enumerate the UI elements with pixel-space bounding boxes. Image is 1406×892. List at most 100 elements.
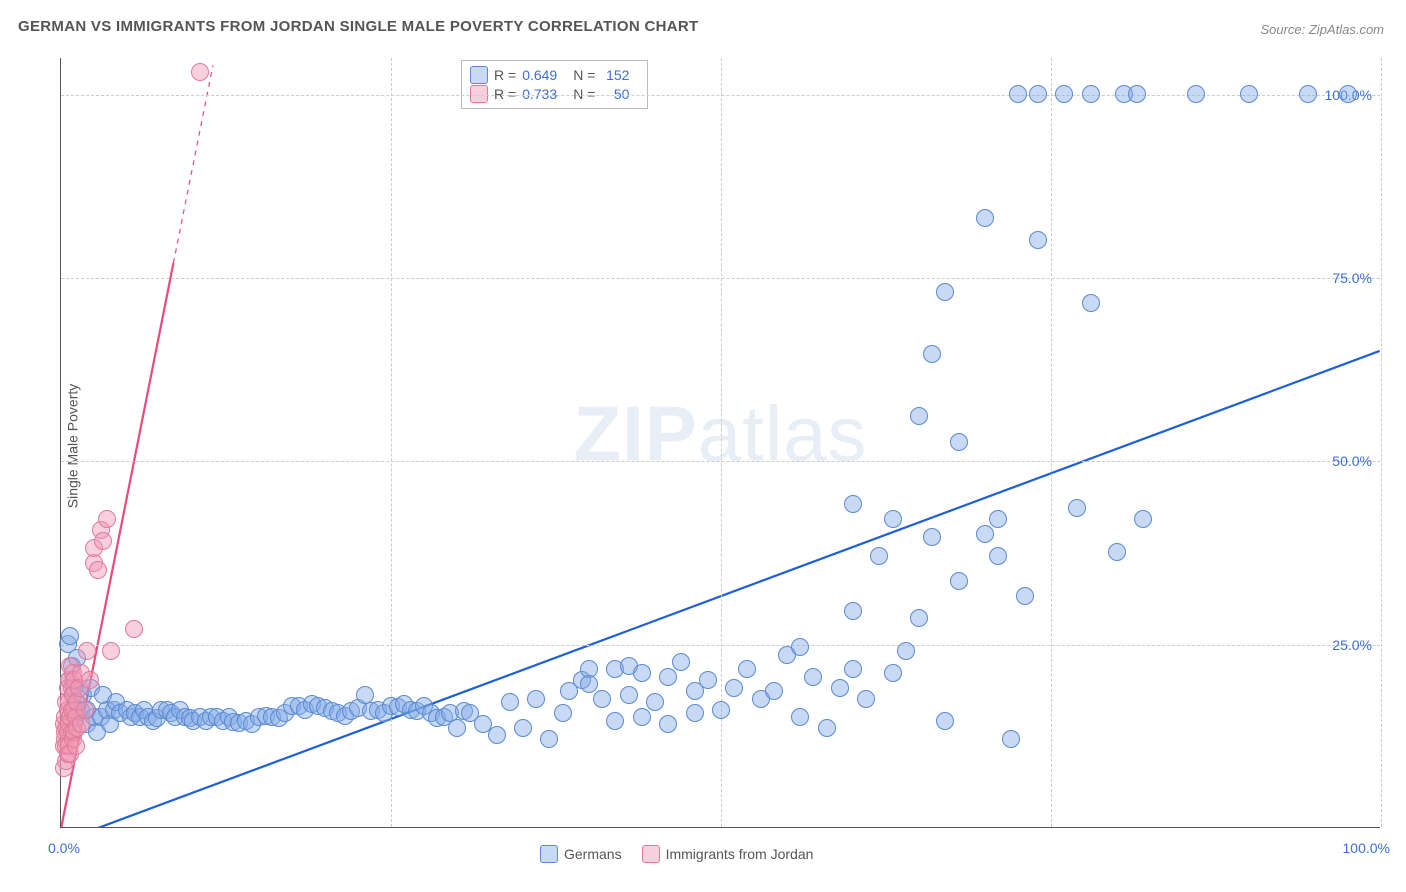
y-tick-label: 50.0%	[1332, 453, 1372, 469]
data-point-germans	[976, 209, 994, 227]
data-point-germans	[1082, 294, 1100, 312]
data-point-germans	[738, 660, 756, 678]
data-point-jordan	[81, 671, 99, 689]
data-point-germans	[989, 547, 1007, 565]
data-point-germans	[989, 510, 1007, 528]
series-legend-item-germans: Germans	[540, 845, 622, 863]
data-point-germans	[1108, 543, 1126, 561]
data-point-germans	[527, 690, 545, 708]
data-point-jordan	[191, 63, 209, 81]
legend-swatch	[642, 845, 660, 863]
data-point-germans	[606, 712, 624, 730]
data-point-germans	[712, 701, 730, 719]
data-point-germans	[1082, 85, 1100, 103]
data-point-germans	[950, 572, 968, 590]
data-point-germans	[844, 602, 862, 620]
data-point-germans	[831, 679, 849, 697]
data-point-germans	[725, 679, 743, 697]
data-point-jordan	[125, 620, 143, 638]
y-tick-label: 25.0%	[1332, 637, 1372, 653]
data-point-germans	[857, 690, 875, 708]
data-point-germans	[870, 547, 888, 565]
data-point-germans	[1002, 730, 1020, 748]
data-point-germans	[1055, 85, 1073, 103]
data-point-germans	[923, 345, 941, 363]
data-point-germans	[1009, 85, 1027, 103]
watermark-light: atlas	[698, 389, 868, 477]
series-legend: Germans Immigrants from Jordan	[540, 845, 813, 863]
data-point-germans	[1299, 85, 1317, 103]
data-point-germans	[646, 693, 664, 711]
data-point-jordan	[94, 532, 112, 550]
data-point-germans	[910, 609, 928, 627]
data-point-jordan	[98, 510, 116, 528]
data-point-germans	[804, 668, 822, 686]
data-point-germans	[910, 407, 928, 425]
data-point-germans	[1068, 499, 1086, 517]
gridline-vertical	[1051, 58, 1052, 827]
data-point-germans	[686, 704, 704, 722]
data-point-germans	[791, 638, 809, 656]
watermark-bold: ZIP	[573, 389, 697, 477]
data-point-germans	[1339, 85, 1357, 103]
y-tick-label: 75.0%	[1332, 270, 1372, 286]
data-point-jordan	[78, 642, 96, 660]
data-point-germans	[791, 708, 809, 726]
data-point-germans	[659, 668, 677, 686]
data-point-germans	[950, 433, 968, 451]
data-point-germans	[633, 664, 651, 682]
correlation-legend: R =0.649N =152R =0.733N =50	[461, 60, 648, 109]
data-point-germans	[1187, 85, 1205, 103]
data-point-germans	[593, 690, 611, 708]
data-point-germans	[672, 653, 690, 671]
series-legend-item-jordan: Immigrants from Jordan	[642, 845, 814, 863]
data-point-jordan	[102, 642, 120, 660]
data-point-germans	[580, 675, 598, 693]
scatter-plot-area: ZIPatlas R =0.649N =152R =0.733N =50 25.…	[60, 58, 1380, 828]
data-point-germans	[488, 726, 506, 744]
data-point-jordan	[76, 701, 94, 719]
legend-n-label: N =	[573, 67, 595, 83]
data-point-germans	[501, 693, 519, 711]
data-point-germans	[818, 719, 836, 737]
data-point-germans	[61, 627, 79, 645]
legend-swatch	[540, 845, 558, 863]
data-point-germans	[620, 686, 638, 704]
data-point-germans	[1134, 510, 1152, 528]
data-point-jordan	[89, 561, 107, 579]
data-point-jordan	[67, 737, 85, 755]
data-point-germans	[699, 671, 717, 689]
legend-r-label: R =	[494, 67, 516, 83]
data-point-germans	[897, 642, 915, 660]
data-point-germans	[884, 510, 902, 528]
data-point-germans	[514, 719, 532, 737]
legend-n-value: 152	[601, 67, 629, 83]
legend-r-value: 0.649	[522, 67, 557, 83]
data-point-germans	[936, 283, 954, 301]
source-attribution: Source: ZipAtlas.com	[1260, 22, 1384, 37]
data-point-germans	[554, 704, 572, 722]
series-legend-label: Germans	[564, 846, 622, 862]
data-point-germans	[765, 682, 783, 700]
data-point-germans	[976, 525, 994, 543]
data-point-germans	[1240, 85, 1258, 103]
data-point-germans	[540, 730, 558, 748]
x-tick-max: 100.0%	[1343, 840, 1390, 856]
data-point-germans	[884, 664, 902, 682]
data-point-germans	[1128, 85, 1146, 103]
gridline-vertical	[1381, 58, 1382, 827]
x-tick-min: 0.0%	[48, 840, 80, 856]
data-point-germans	[659, 715, 677, 733]
data-point-germans	[844, 495, 862, 513]
chart-title: GERMAN VS IMMIGRANTS FROM JORDAN SINGLE …	[18, 18, 698, 35]
data-point-germans	[1016, 587, 1034, 605]
legend-row-germans: R = 0.649 N = 152	[470, 66, 639, 84]
data-point-germans	[844, 660, 862, 678]
data-point-germans	[1029, 85, 1047, 103]
legend-swatch	[470, 66, 488, 84]
data-point-germans	[936, 712, 954, 730]
series-legend-label: Immigrants from Jordan	[666, 846, 814, 862]
data-point-germans	[923, 528, 941, 546]
data-point-germans	[1029, 231, 1047, 249]
data-point-germans	[633, 708, 651, 726]
